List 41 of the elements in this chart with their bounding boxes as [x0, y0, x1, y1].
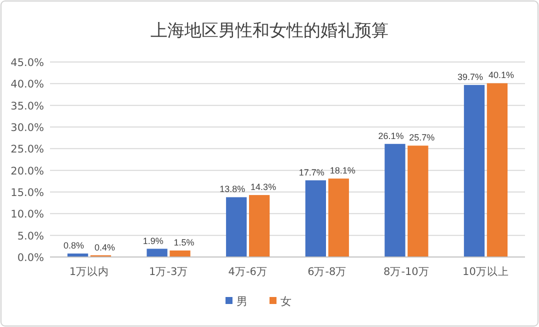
- data-label: 39.7%: [458, 72, 484, 82]
- y-tick-label: 45.0%: [10, 57, 44, 69]
- bar: [226, 197, 247, 257]
- x-tick-label: 1万-3万: [148, 266, 188, 278]
- data-label: 40.1%: [488, 70, 514, 80]
- bar: [249, 195, 270, 257]
- data-label: 13.8%: [220, 184, 246, 194]
- data-label: 0.4%: [94, 242, 115, 252]
- data-label: 17.7%: [298, 167, 324, 178]
- x-tick-label: 1万以内: [69, 265, 110, 278]
- y-tick-label: 30.0%: [10, 122, 44, 134]
- bar: [305, 180, 326, 257]
- chart-title: 上海地区男性和女性的婚礼预算: [150, 21, 388, 41]
- y-tick-label: 10.0%: [10, 208, 44, 221]
- bar: [170, 250, 190, 257]
- bar: [408, 146, 428, 257]
- y-tick-label: 5.0%: [17, 230, 44, 242]
- data-label: 14.3%: [250, 182, 276, 192]
- bar: [328, 178, 349, 257]
- x-tick-label: 10万以上: [462, 265, 509, 278]
- y-tick-label: 40.0%: [10, 78, 44, 91]
- bar: [486, 83, 508, 257]
- legend-label: 男: [236, 295, 248, 308]
- y-tick-label: 0.0%: [17, 252, 44, 264]
- data-label: 25.7%: [409, 132, 435, 143]
- data-label: 1.5%: [174, 238, 194, 248]
- y-tick-label: 25.0%: [10, 144, 44, 156]
- y-tick-label: 15.0%: [10, 187, 44, 199]
- data-label: 1.9%: [142, 236, 164, 246]
- data-label: 26.1%: [378, 130, 404, 141]
- x-tick-label: 8万-10万: [384, 266, 430, 278]
- x-tick-label: 4万-6万: [228, 266, 268, 278]
- bar: [146, 248, 168, 257]
- bar: [464, 84, 485, 257]
- data-label: 18.1%: [330, 166, 356, 176]
- data-label: 0.8%: [64, 240, 84, 251]
- x-tick-label: 6万-8万: [308, 266, 347, 278]
- y-tick-label: 35.0%: [10, 100, 44, 112]
- bar: [384, 144, 406, 257]
- legend-label: 女: [280, 295, 292, 308]
- y-tick-label: 20.0%: [10, 165, 44, 178]
